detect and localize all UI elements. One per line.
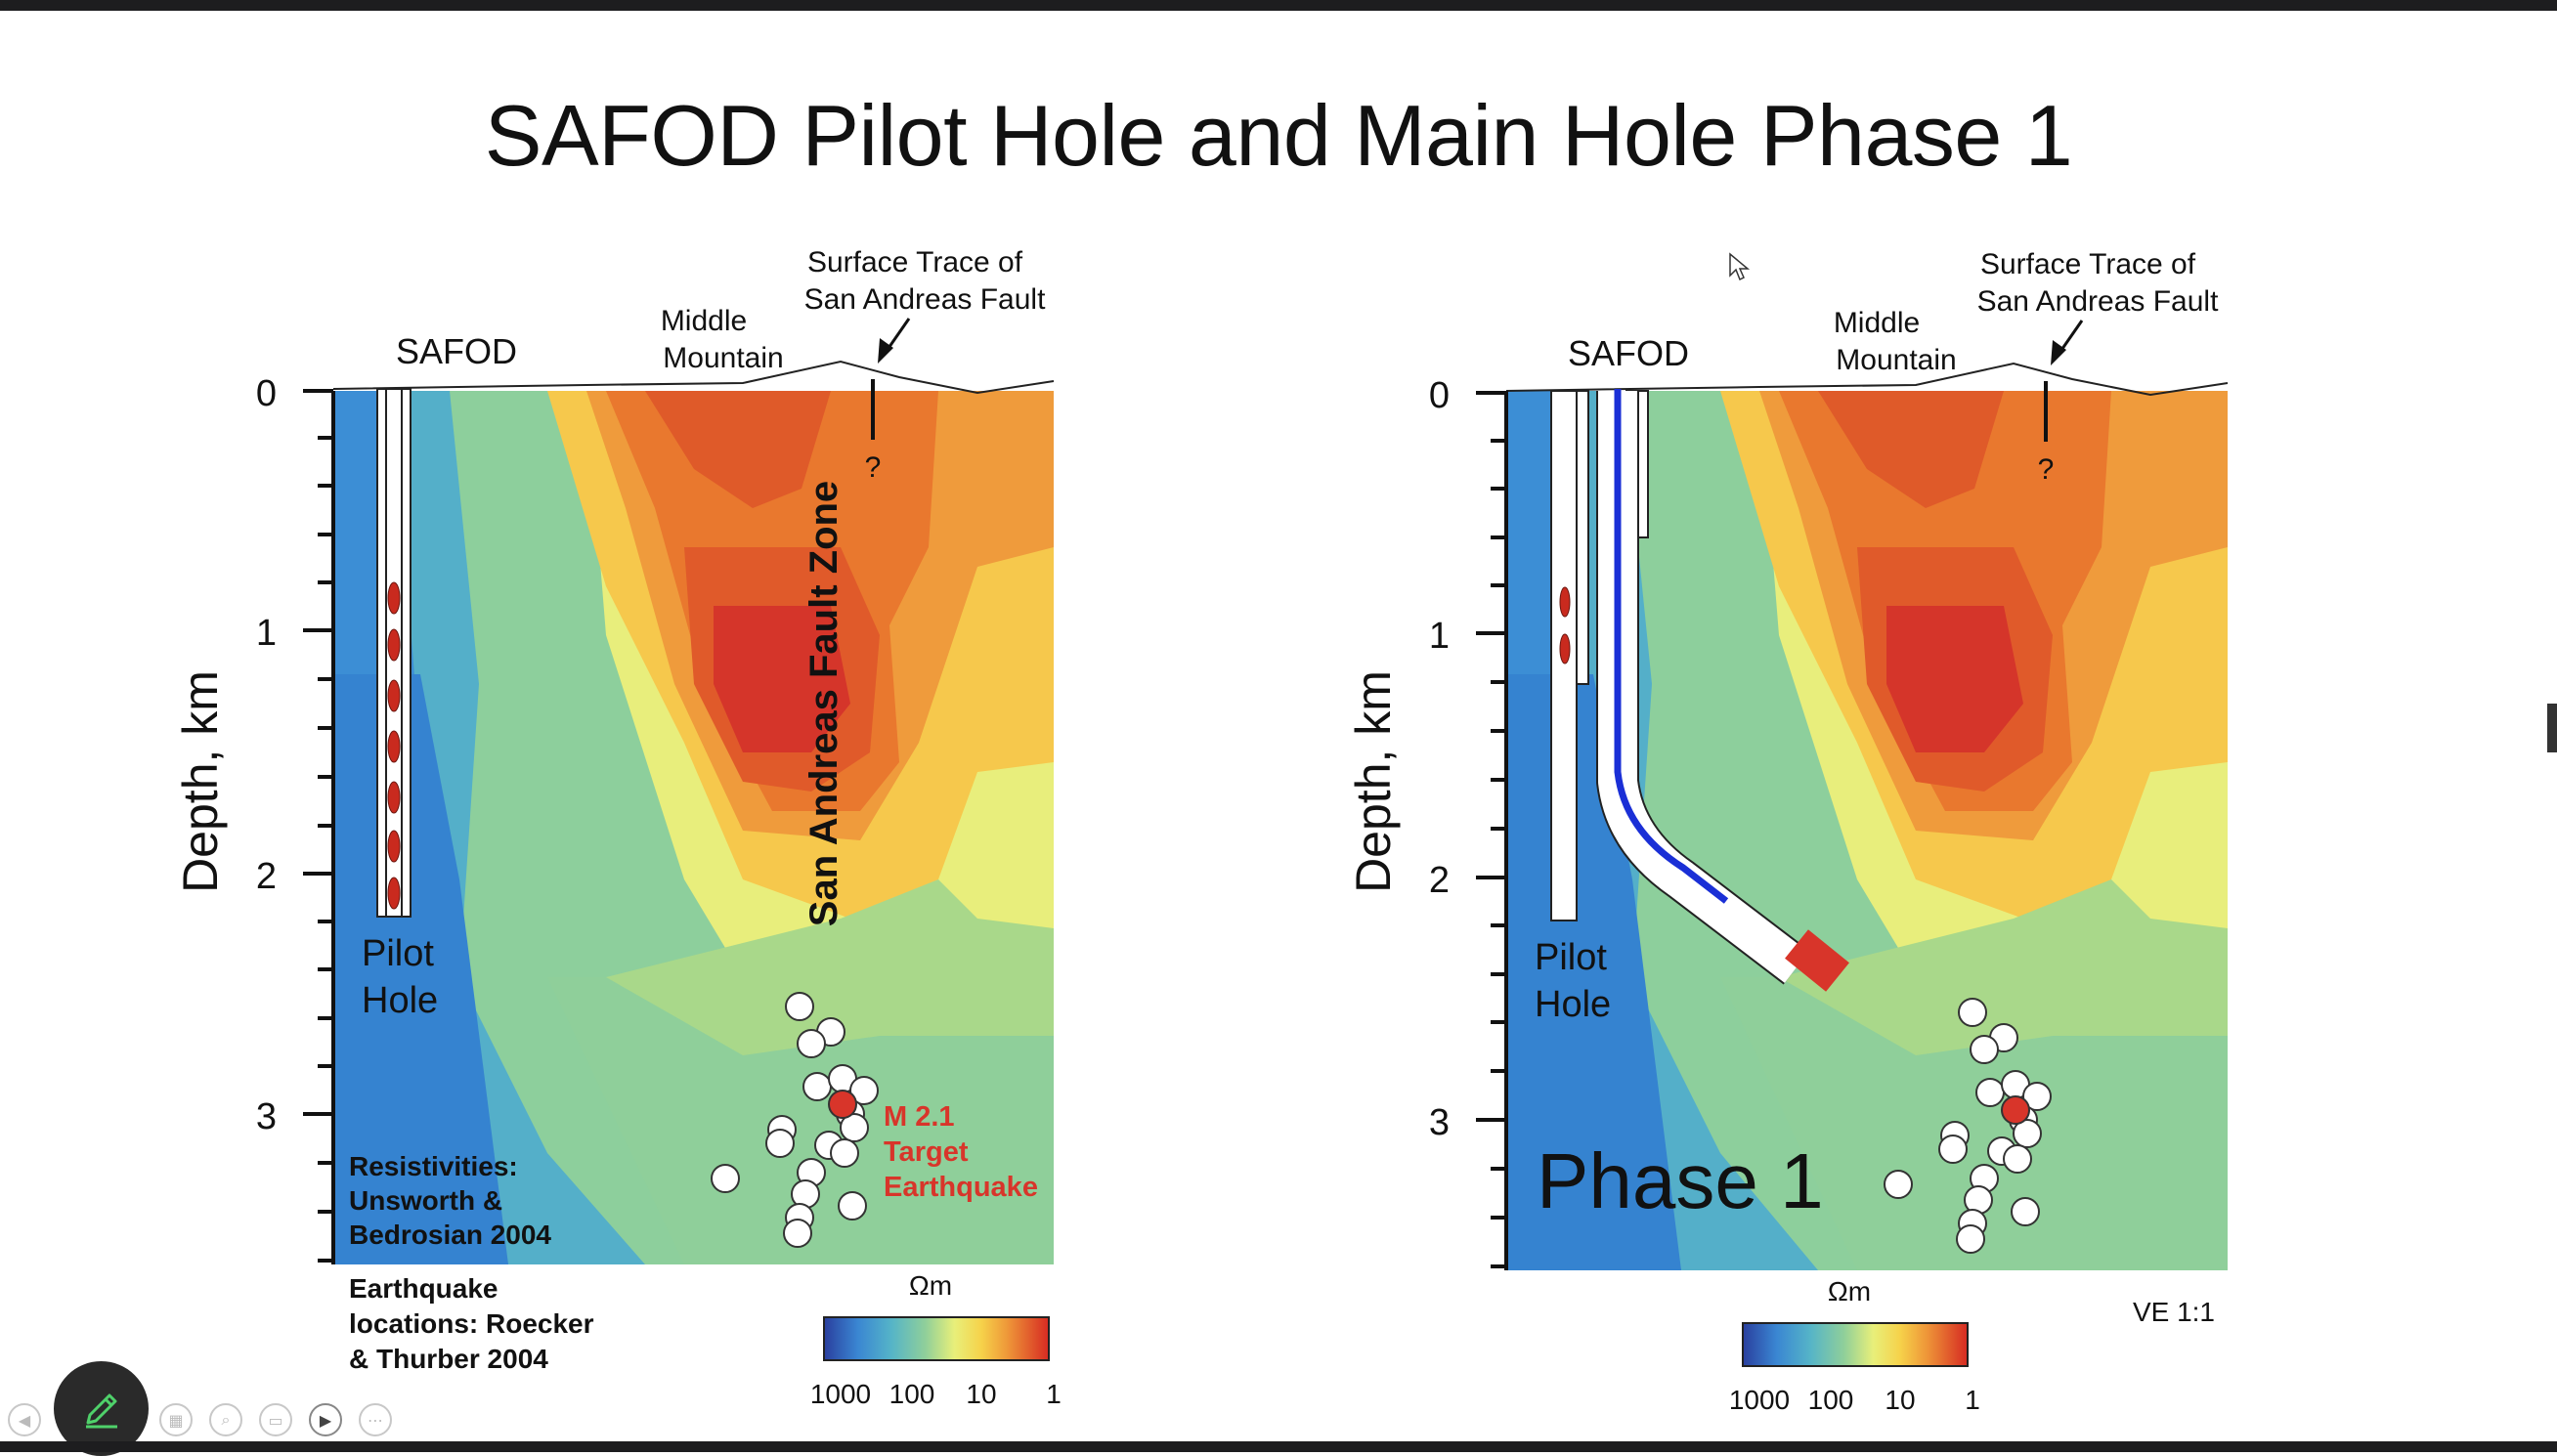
earthquake-credit-line1: Earthquake: [349, 1273, 498, 1304]
right-target-earthquake: [2001, 1095, 2030, 1125]
main-hole-casing-line: [1614, 389, 1729, 904]
fault-zone-label: San Andreas Fault Zone: [802, 481, 845, 926]
left-target-earthquake: [828, 1090, 857, 1119]
right-colorbar-tick-1000: 1000: [1729, 1385, 1790, 1415]
left-colorbar: [823, 1316, 1050, 1361]
left-pilot-label-line2: Hole: [362, 980, 438, 1021]
right-y-axis-label: Depth, km: [1346, 670, 1401, 893]
right-pilot-label-line2: Hole: [1535, 984, 1611, 1025]
left-colorbar-tick-1: 1: [1046, 1379, 1062, 1409]
camera-icon[interactable]: ▶: [309, 1403, 342, 1436]
left-colorbar-tick-1000: 1000: [810, 1379, 871, 1409]
right-colorbar-tick-100: 100: [1808, 1385, 1854, 1415]
ve-label: VE 1:1: [2133, 1297, 2215, 1327]
pen-icon: [85, 1393, 117, 1428]
right-pilot-label-line1: Pilot: [1535, 937, 1607, 978]
right-middle-mountain-line1: Middle: [1834, 307, 1920, 339]
left-colorbar-unit: Ωm: [909, 1270, 952, 1301]
zoom-icon[interactable]: ⌕: [209, 1403, 242, 1436]
phase-label: Phase 1: [1537, 1137, 1824, 1224]
right-cross-section: 0 1 2 3 Depth, km ? SAFOD Middle Mountai…: [1346, 248, 2229, 1415]
left-pilot-label-line1: Pilot: [362, 933, 434, 974]
left-middle-mountain-line2: Mountain: [663, 342, 783, 374]
target-label-line2: Target: [884, 1136, 969, 1168]
left-surface-trace-line2: San Andreas Fault: [804, 283, 1046, 316]
earthquake-credit-line3: & Thurber 2004: [349, 1344, 548, 1374]
resistivities-credit-line1: Resistivities:: [349, 1151, 518, 1181]
left-y-axis-label: Depth, km: [173, 670, 228, 893]
target-label-line3: Earthquake: [884, 1172, 1038, 1203]
scroll-handle[interactable]: [2547, 704, 2557, 752]
earthquake-credit-line2: locations: Roecker: [349, 1308, 594, 1339]
right-pilot-hole-sensors: [1559, 586, 1571, 664]
left-y-tick-1: 1: [256, 613, 277, 654]
left-question-mark: ?: [865, 451, 882, 484]
right-earthquake-cluster: [1884, 998, 2052, 1254]
resistivities-credit-line2: Unsworth &: [349, 1185, 502, 1216]
right-safod-label: SAFOD: [1568, 333, 1689, 373]
resistivities-credit-line3: Bedrosian 2004: [349, 1220, 551, 1250]
left-colorbar-tick-100: 100: [889, 1379, 935, 1409]
right-surface-trace-line1: Surface Trace of: [1980, 248, 2196, 280]
pilot-hole-sensors: [387, 581, 401, 910]
left-colorbar-tick-10: 10: [966, 1379, 996, 1409]
left-y-tick-2: 2: [256, 856, 277, 897]
right-y-tick-3: 3: [1429, 1102, 1450, 1143]
right-colorbar-tick-1: 1: [1965, 1385, 1980, 1415]
left-surface-trace-line1: Surface Trace of: [807, 246, 1023, 278]
mouse-cursor-icon: [1729, 252, 1751, 281]
right-y-tick-1: 1: [1429, 616, 1450, 657]
right-y-tick-2: 2: [1429, 860, 1450, 901]
pages-icon[interactable]: ▦: [159, 1403, 193, 1436]
slide-title: SAFOD Pilot Hole and Main Hole Phase 1: [484, 87, 2073, 184]
left-safod-label: SAFOD: [396, 331, 517, 371]
right-y-tick-0: 0: [1429, 375, 1450, 416]
left-middle-mountain-line1: Middle: [661, 305, 747, 337]
left-y-tick-3: 3: [256, 1096, 277, 1137]
more-icon[interactable]: ⋯: [359, 1403, 392, 1436]
left-earthquake-cluster: [711, 992, 879, 1248]
top-bar: [0, 0, 2557, 11]
left-resistivity-map: [333, 391, 1054, 1264]
subtitles-icon[interactable]: ▭: [259, 1403, 292, 1436]
pen-button[interactable]: [54, 1361, 149, 1456]
target-label-line1: M 2.1: [884, 1101, 955, 1133]
left-y-tick-0: 0: [256, 373, 277, 414]
prev-icon[interactable]: ◀: [8, 1403, 41, 1436]
right-question-mark: ?: [2038, 453, 2055, 486]
right-surface-trace-line2: San Andreas Fault: [1977, 285, 2219, 318]
right-colorbar-unit: Ωm: [1828, 1276, 1871, 1306]
right-colorbar-tick-10: 10: [1885, 1385, 1915, 1415]
right-colorbar: [1742, 1322, 1969, 1367]
right-middle-mountain-line2: Mountain: [1836, 344, 1956, 376]
bottom-bar: [0, 1441, 2557, 1452]
left-cross-section: 0 1 2 3 Depth, km ? SAFOD Middle Mountai…: [173, 246, 1062, 1409]
